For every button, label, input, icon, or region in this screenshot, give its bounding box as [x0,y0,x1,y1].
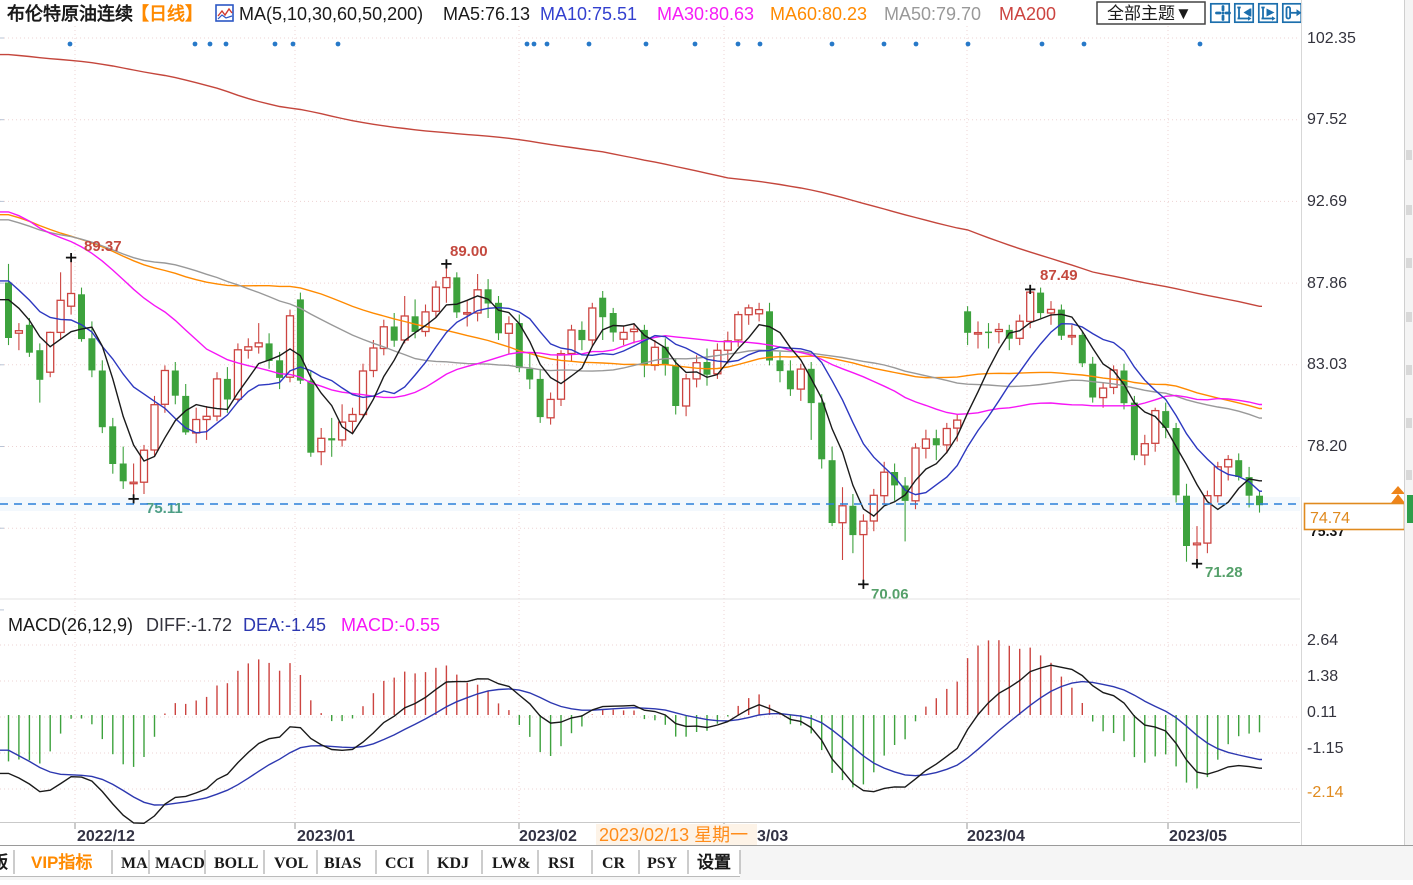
svg-text:PSY: PSY [647,855,678,872]
svg-text:MACD:-0.55: MACD:-0.55 [341,615,440,635]
svg-text:DIFF:-1.72: DIFF:-1.72 [146,615,232,635]
svg-text:设置: 设置 [697,853,731,872]
svg-text:MA(5,10,30,60,50,200): MA(5,10,30,60,50,200) [239,4,423,24]
svg-text:MA5:76.13: MA5:76.13 [443,4,530,24]
svg-text:MA50:79.70: MA50:79.70 [884,4,981,24]
svg-text:89.00: 89.00 [450,243,488,260]
svg-text:89.37: 89.37 [84,238,122,255]
svg-text:83.03: 83.03 [1307,356,1347,373]
svg-text:DEA:-1.45: DEA:-1.45 [243,615,326,635]
svg-text:MA60:80.23: MA60:80.23 [770,4,867,24]
svg-text:BOLL: BOLL [214,855,258,872]
svg-text:版: 版 [0,852,8,872]
svg-text:1.38: 1.38 [1307,668,1338,685]
svg-text:2023/04: 2023/04 [967,828,1025,845]
svg-text:2023/02: 2023/02 [519,828,577,845]
svg-text:MA: MA [121,855,148,872]
svg-text:92.69: 92.69 [1307,193,1347,210]
svg-text:VIP指标: VIP指标 [31,852,92,872]
svg-text:MACD(26,12,9): MACD(26,12,9) [8,615,133,635]
svg-text:全部主题▼: 全部主题▼ [1107,4,1192,23]
svg-text:BIAS: BIAS [324,855,361,872]
svg-text:2023/05: 2023/05 [1169,828,1227,845]
svg-text:78.20: 78.20 [1307,438,1347,455]
svg-text:102.35: 102.35 [1307,30,1356,47]
svg-text:71.28: 71.28 [1205,564,1243,581]
svg-text:75.11: 75.11 [146,500,183,517]
svg-text:VOL: VOL [274,855,308,872]
svg-text:MA10:75.51: MA10:75.51 [540,4,637,24]
svg-text:布伦特原油连续: 布伦特原油连续 [7,3,133,24]
svg-text:CCI: CCI [385,855,414,872]
svg-text:MACD: MACD [155,855,205,872]
svg-text:97.52: 97.52 [1307,111,1347,128]
svg-text:74.74: 74.74 [1310,510,1350,527]
svg-text:-1.15: -1.15 [1307,740,1344,757]
svg-text:【日线】: 【日线】 [131,3,203,24]
svg-text:87.49: 87.49 [1040,267,1078,284]
svg-text:LW&: LW& [492,855,531,872]
svg-text:2.64: 2.64 [1307,632,1338,649]
svg-text:KDJ: KDJ [437,855,469,872]
svg-text:3/03: 3/03 [757,828,788,845]
svg-text:MA200: MA200 [999,4,1056,24]
svg-text:87.86: 87.86 [1307,275,1347,292]
svg-text:0.11: 0.11 [1307,704,1337,721]
svg-text:CR: CR [602,855,626,872]
svg-text:70.06: 70.06 [871,586,909,603]
svg-text:2023/01: 2023/01 [297,828,355,845]
svg-text:MA30:80.63: MA30:80.63 [657,4,754,24]
svg-text:2023/02/13 星期一: 2023/02/13 星期一 [599,825,748,845]
svg-text:2022/12: 2022/12 [77,828,135,845]
svg-text:RSI: RSI [548,855,575,872]
svg-text:-2.14: -2.14 [1307,784,1344,801]
